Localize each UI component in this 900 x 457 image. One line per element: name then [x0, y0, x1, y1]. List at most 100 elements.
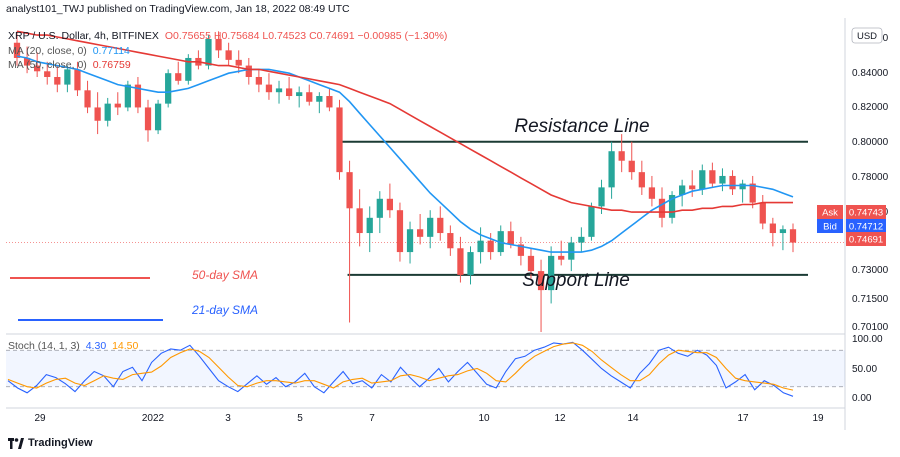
candle — [154, 99, 162, 135]
sma50-annotation: 50-day SMA — [192, 268, 258, 282]
candle — [416, 214, 424, 245]
candle — [235, 50, 242, 74]
candle-body — [296, 92, 303, 97]
candle-body — [356, 208, 363, 234]
candle — [467, 246, 474, 285]
candle-body — [64, 69, 71, 85]
candle-body — [527, 255, 535, 272]
candle-body — [285, 88, 293, 97]
tradingview-footer[interactable]: TradingView — [8, 437, 93, 449]
candle — [265, 73, 273, 100]
ma20-label: MA (20, close, 0) — [8, 45, 87, 57]
candle — [779, 225, 787, 251]
candle-body — [265, 84, 273, 93]
candle — [437, 206, 444, 241]
candle-body — [406, 229, 414, 253]
stoch-band-fill — [6, 350, 845, 387]
candle — [648, 175, 656, 207]
candle-body — [376, 198, 383, 218]
bid-tag-label: Bid — [823, 222, 837, 233]
candle-body — [779, 229, 787, 234]
candle-body — [326, 96, 333, 108]
candle-body — [719, 175, 726, 184]
bid-tag-value-box — [846, 219, 886, 233]
candle-body — [165, 73, 172, 104]
ma50-legend: MA (50, close, 0) 0.76759 — [8, 59, 131, 71]
candle — [608, 141, 615, 199]
ma20-line — [16, 55, 794, 253]
candle-body — [74, 69, 81, 91]
time-tick-label: 10 — [478, 413, 490, 424]
candle-body — [578, 236, 585, 243]
last-price-tag: 0.74691 — [846, 232, 886, 246]
candle — [578, 227, 585, 253]
candle — [618, 134, 625, 173]
candle — [255, 69, 262, 93]
ask-tag-label: Ask — [822, 208, 838, 219]
candle-body — [487, 240, 494, 253]
candle — [658, 187, 666, 228]
candle-body — [699, 170, 706, 190]
candle — [527, 248, 535, 279]
candle-body — [447, 233, 454, 249]
candle-body — [497, 231, 504, 253]
candle-body — [739, 183, 746, 190]
candle-body — [275, 88, 283, 93]
candle — [296, 86, 303, 108]
candle-body — [124, 84, 131, 108]
candle-body — [235, 59, 242, 66]
candle-body — [245, 65, 252, 77]
candle — [285, 76, 293, 100]
stoch-label: Stoch (14, 1, 3) — [8, 340, 80, 352]
candle — [517, 236, 525, 266]
candles-layer — [13, 31, 797, 332]
candle — [306, 84, 313, 106]
stoch-k-line — [7, 341, 794, 397]
candle — [144, 99, 152, 142]
candle-body — [729, 175, 736, 190]
candle-body — [13, 42, 21, 58]
time-tick-label: 19 — [812, 413, 824, 424]
candle-body — [84, 90, 91, 108]
candle-body — [709, 170, 716, 184]
candle — [94, 92, 101, 135]
candle — [386, 183, 394, 218]
candle — [275, 80, 283, 104]
candle — [54, 65, 61, 93]
currency-badge-box — [851, 27, 883, 44]
candle-body — [255, 76, 262, 85]
candle — [679, 179, 686, 207]
tradingview-logo-icon — [8, 437, 24, 449]
candle-body — [558, 255, 565, 260]
candle — [487, 233, 494, 260]
candle — [729, 170, 736, 195]
candle-body — [396, 210, 404, 253]
candle-body — [225, 50, 232, 60]
publisher-line: analyst101_TWJ published on TradingView.… — [6, 3, 350, 15]
ma20-legend: MA (20, close, 0) 0.77114 — [8, 45, 130, 57]
time-tick-label: 29 — [34, 413, 46, 424]
candle — [13, 31, 21, 66]
ma50-value: 0.76759 — [92, 59, 131, 71]
time-tick-label: 12 — [554, 413, 566, 424]
ohlc-values: O0.75655 H0.75684 L0.74523 C0.74691 −0.0… — [164, 30, 448, 42]
candle-body — [588, 206, 595, 237]
candle-body — [548, 255, 555, 291]
candle-body — [628, 160, 635, 173]
candle-body — [437, 217, 444, 234]
price-tick-label: 0.84000 — [852, 68, 889, 79]
stoch-d-line — [7, 342, 794, 391]
candle-body — [336, 107, 343, 173]
candle-body — [467, 252, 474, 275]
candle-body — [185, 57, 192, 81]
candle-body — [618, 151, 625, 161]
candle-body — [416, 229, 424, 237]
candle — [477, 227, 484, 264]
price-tick-label: 0.82000 — [852, 102, 889, 113]
candle — [537, 259, 545, 332]
candle-body — [648, 187, 656, 199]
candle — [104, 97, 111, 127]
candle — [195, 50, 202, 70]
candle — [749, 175, 756, 209]
candle — [134, 76, 142, 114]
